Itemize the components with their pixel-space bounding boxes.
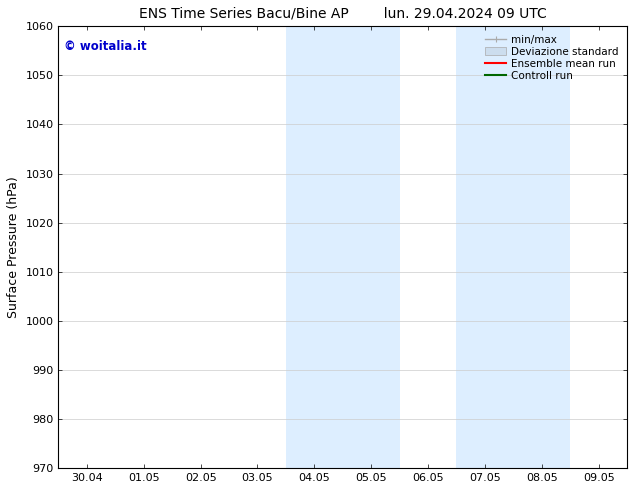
Legend: min/max, Deviazione standard, Ensemble mean run, Controll run: min/max, Deviazione standard, Ensemble m…: [482, 31, 622, 84]
Bar: [286, 26, 343, 468]
Title: ENS Time Series Bacu/Bine AP        lun. 29.04.2024 09 UTC: ENS Time Series Bacu/Bine AP lun. 29.04.…: [139, 7, 547, 21]
Bar: [514, 26, 570, 468]
Bar: [456, 26, 514, 468]
Text: © woitalia.it: © woitalia.it: [64, 40, 147, 52]
Y-axis label: Surface Pressure (hPa): Surface Pressure (hPa): [7, 176, 20, 318]
Bar: [343, 26, 399, 468]
